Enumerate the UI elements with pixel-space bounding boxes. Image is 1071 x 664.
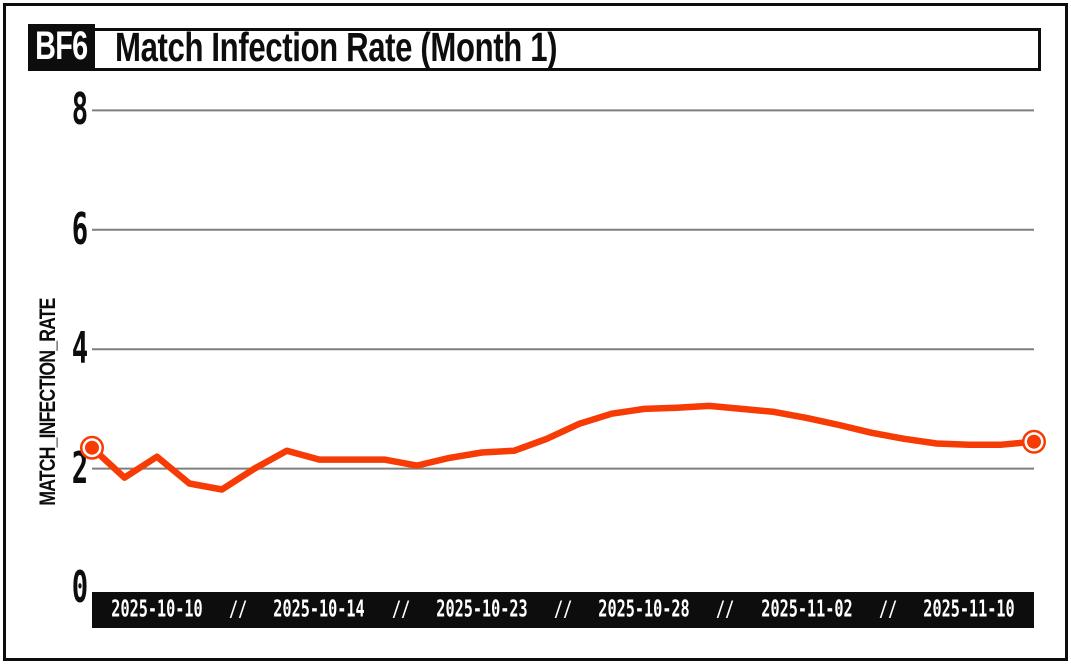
- x-tick-separator: //: [553, 597, 573, 621]
- title-bar: Match Infection Rate (Month 1): [28, 24, 1041, 71]
- y-tick-label: 6: [71, 203, 89, 255]
- x-tick-separator: //: [716, 597, 735, 621]
- y-axis-label: MATCH_INFECTION_RATE: [35, 298, 60, 506]
- x-tick-separator: //: [391, 597, 410, 621]
- x-tick-label: 2025-10-14: [273, 596, 366, 623]
- x-tick-separator: //: [229, 597, 248, 621]
- x-tick-label: 2025-10-10: [111, 596, 203, 623]
- x-tick-label: 2025-11-02: [760, 596, 853, 623]
- chart-title: Match Infection Rate (Month 1): [115, 24, 558, 70]
- data-line: [88, 402, 1038, 493]
- y-tick-label: 4: [71, 323, 89, 375]
- badge-bf6: BF6: [28, 24, 95, 69]
- x-tick-separator: //: [878, 597, 897, 621]
- endpoint-marker-dot: [1027, 434, 1041, 449]
- endpoint-marker-ring: [1022, 429, 1046, 454]
- x-tick-label: 2025-11-10: [923, 596, 1015, 623]
- x-tick-label: 2025-10-28: [598, 596, 690, 623]
- y-tick-label: 2: [71, 442, 89, 494]
- canvas-border: [3, 3, 1068, 661]
- endpoint-marker-ring: [80, 435, 104, 460]
- x-tick-label: 2025-10-23: [436, 596, 528, 623]
- endpoint-marker-dot: [85, 440, 99, 455]
- y-tick-label: 8: [71, 84, 89, 136]
- x-axis-bar: 2025-10-10 // 2025-10-14 // 2025-10-23 // 2025…: [92, 592, 1034, 628]
- badge-label: BF6: [35, 24, 88, 68]
